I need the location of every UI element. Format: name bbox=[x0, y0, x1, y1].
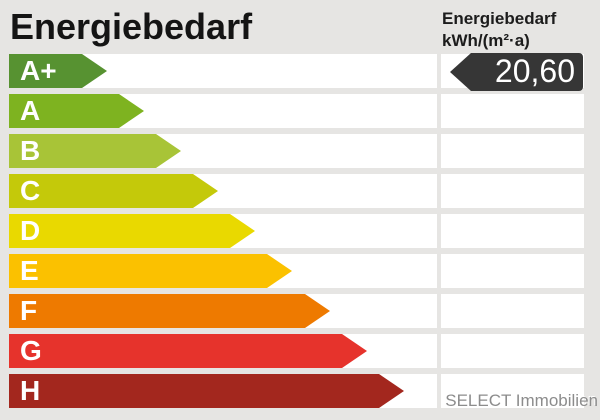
row-track-right bbox=[441, 134, 584, 168]
value-text: 20,60 bbox=[494, 53, 575, 89]
row-track-right bbox=[441, 174, 584, 208]
class-arrow: C bbox=[9, 174, 218, 208]
class-label: B bbox=[20, 135, 41, 166]
energy-class-row: A bbox=[0, 94, 600, 128]
value-column-header-line1: Energiebedarf bbox=[442, 9, 557, 28]
class-arrow: G bbox=[9, 334, 367, 368]
energy-class-row: E bbox=[0, 254, 600, 288]
class-label: H bbox=[20, 375, 41, 406]
energy-class-row: B bbox=[0, 134, 600, 168]
watermark: SELECT Immobilien bbox=[445, 391, 598, 410]
row-track-right bbox=[441, 294, 584, 328]
energy-class-row: G bbox=[0, 334, 600, 368]
value-column-header: Energiebedarf kWh/(m²·a) bbox=[442, 8, 556, 52]
class-arrow: D bbox=[9, 214, 255, 248]
page-title: Energiebedarf bbox=[10, 6, 253, 47]
value-arrow: 20,60 bbox=[450, 53, 583, 91]
row-track-right bbox=[441, 214, 584, 248]
class-arrow: B bbox=[9, 134, 181, 168]
energy-class-row: D bbox=[0, 214, 600, 248]
class-label: C bbox=[20, 175, 41, 206]
row-track-right bbox=[441, 334, 584, 368]
class-label: G bbox=[20, 335, 42, 366]
class-arrow: A bbox=[9, 94, 144, 128]
class-arrow: E bbox=[9, 254, 292, 288]
row-track-right bbox=[441, 374, 584, 408]
value-column-header-line2: kWh/(m²·a) bbox=[442, 31, 530, 50]
row-track-right bbox=[441, 254, 584, 288]
class-arrow: F bbox=[9, 294, 330, 328]
row-track-right bbox=[441, 94, 584, 128]
class-label: A+ bbox=[20, 55, 57, 86]
class-label: E bbox=[20, 255, 39, 286]
class-label: D bbox=[20, 215, 41, 246]
class-arrow: H bbox=[9, 374, 404, 408]
energy-class-row: H bbox=[0, 374, 600, 408]
class-label: A bbox=[20, 95, 41, 126]
class-label: F bbox=[20, 295, 38, 326]
energy-class-row: C bbox=[0, 174, 600, 208]
energy-class-row: F bbox=[0, 294, 600, 328]
